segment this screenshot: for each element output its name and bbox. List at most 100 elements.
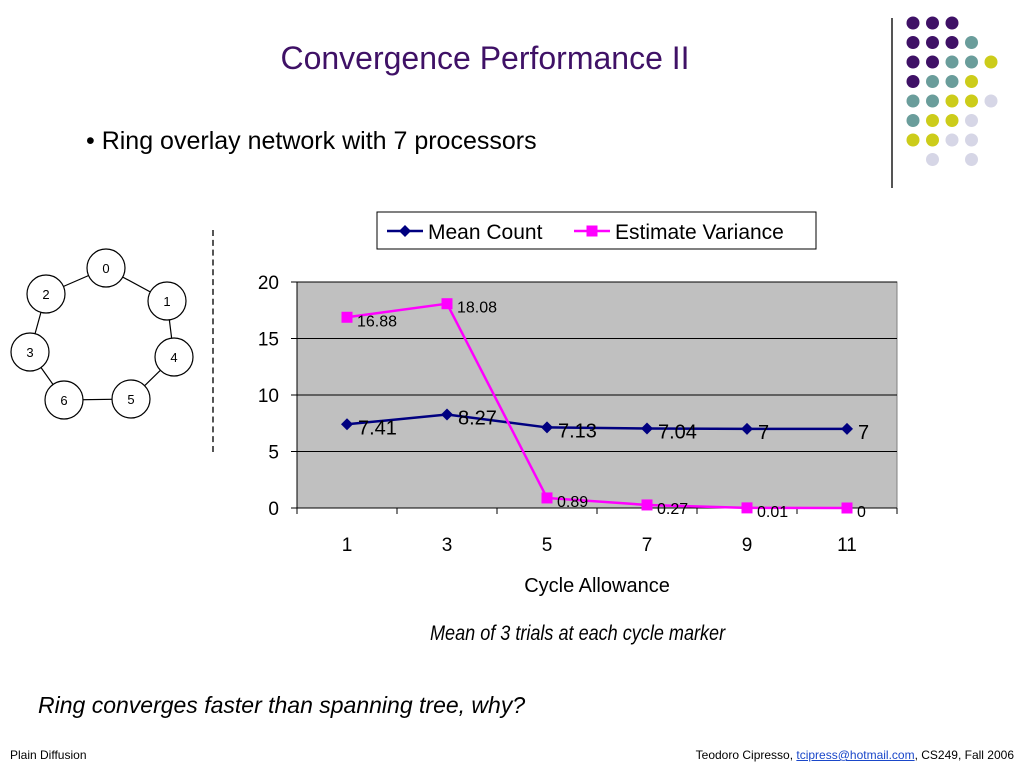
decorative-dot	[945, 114, 959, 127]
footer-topic: Plain Diffusion	[10, 748, 87, 762]
x-tick-label: 11	[837, 535, 857, 556]
legend-marker	[399, 225, 411, 237]
series-line	[346, 302, 848, 510]
x-tick-label: 7	[642, 535, 653, 556]
x-tick-label: 1	[342, 535, 353, 556]
footer-email-link[interactable]: tcipress@hotmail.com	[796, 748, 915, 762]
decorative-dot	[945, 133, 959, 147]
estimate-variance-point	[541, 492, 553, 504]
ring-node	[44, 380, 84, 420]
mean-count-label: 7.13	[558, 420, 597, 442]
estimate-variance-point	[641, 499, 653, 511]
decorative-dot	[965, 153, 978, 166]
decorative-dot	[906, 16, 920, 30]
mean-count-label: 7	[858, 422, 869, 444]
mean-count-point	[741, 422, 753, 435]
question-text: Ring converges faster than spanning tree…	[38, 692, 526, 718]
legend-label: Estimate Variance	[615, 221, 784, 244]
decorative-divider	[891, 18, 893, 188]
y-tick-label: 20	[258, 273, 279, 294]
footer-author: Teodoro Cipresso,	[695, 748, 797, 762]
decorative-dot	[965, 36, 978, 49]
decorative-dot	[965, 133, 978, 147]
mean-count-point	[441, 408, 453, 421]
decorative-dot	[906, 114, 920, 127]
chart-caption: Mean of 3 trials at each cycle marker	[430, 622, 726, 645]
y-tick-label: 0	[268, 499, 279, 520]
decorative-dot	[926, 114, 939, 127]
ring-node	[10, 332, 50, 372]
y-tick-label: 5	[268, 443, 279, 464]
ring-node-label: 3	[26, 345, 33, 360]
mean-count-label: 7.41	[358, 417, 397, 439]
convergence-line-chart: 0 5 10 15 20 1 3 5 7 9 11 Cycle Allowance 7.41 8.27 7.…	[258, 211, 898, 597]
decorative-dot	[926, 94, 939, 108]
y-tick-label: 15	[258, 330, 279, 351]
y-tick-label: 10	[258, 386, 279, 407]
ring-node-label: 1	[163, 294, 170, 309]
mean-count-label: 7.04	[658, 421, 697, 443]
mean-count-point	[541, 421, 553, 434]
estimate-variance-point	[341, 311, 353, 323]
decorative-dot	[945, 36, 959, 49]
legend-marker	[586, 225, 598, 237]
ring-node-label: 0	[102, 261, 109, 276]
estimate-variance-label: 0.89	[557, 494, 588, 511]
decorative-dot	[906, 36, 920, 49]
decorative-dot	[984, 94, 998, 108]
ring-node	[111, 379, 151, 419]
mean-count-label: 8.27	[458, 408, 497, 430]
slide-title: Convergence Performance II	[280, 40, 690, 76]
decorative-dot-grid	[906, 16, 998, 166]
legend: Mean Count Estimate Variance	[376, 211, 817, 250]
decorative-dot	[945, 55, 959, 69]
mean-count-label: 7	[758, 422, 769, 444]
legend-label: Mean Count	[428, 221, 543, 244]
estimate-variance-label: 0.01	[757, 504, 788, 521]
x-axis-title: Cycle Allowance	[524, 575, 670, 597]
x-tick-label: 5	[542, 535, 553, 556]
decorative-dot	[965, 75, 978, 88]
x-tick-label: 3	[442, 535, 453, 556]
decorative-dot	[906, 75, 920, 88]
ring-node-label: 6	[60, 393, 67, 408]
ring-node	[154, 337, 194, 377]
mean-count-point	[641, 422, 653, 435]
bullet-point: • Ring overlay network with 7 processors	[86, 127, 537, 155]
footer-course: , CS249, Fall 2006	[914, 748, 1014, 762]
estimate-variance-point	[741, 502, 753, 514]
decorative-dot	[965, 114, 978, 127]
estimate-variance-point	[841, 502, 853, 514]
ring-node	[26, 274, 66, 314]
estimate-variance-point	[441, 298, 453, 310]
decorative-dot	[926, 36, 939, 49]
estimate-variance-label: 0.27	[657, 501, 688, 518]
ring-node-label: 4	[170, 350, 177, 365]
ring-node-label: 2	[42, 287, 49, 302]
mean-count-point	[841, 422, 853, 435]
decorative-dot	[926, 153, 939, 166]
decorative-dot	[965, 55, 978, 69]
estimate-variance-label: 0	[857, 504, 866, 521]
estimate-variance-label: 16.88	[357, 313, 397, 330]
series-line	[346, 413, 847, 431]
decorative-dot	[906, 94, 920, 108]
decorative-dot	[945, 16, 959, 30]
decorative-dot	[926, 133, 939, 147]
decorative-dot	[926, 75, 939, 88]
estimate-variance-label: 18.08	[457, 300, 497, 317]
ring-network-diagram: 0 1 4 5 6 3 2	[10, 248, 194, 420]
decorative-dot	[984, 55, 998, 69]
ring-node	[86, 248, 126, 288]
decorative-dot	[906, 55, 920, 69]
mean-count-point	[341, 418, 353, 431]
ring-node-label: 5	[127, 392, 134, 407]
decorative-dot	[945, 94, 959, 108]
decorative-dot	[906, 133, 920, 147]
decorative-dot	[965, 94, 978, 108]
decorative-dot	[926, 16, 939, 30]
decorative-dot	[926, 55, 939, 69]
footer-credit: Teodoro Cipresso, tcipress@hotmail.com, …	[696, 748, 1014, 762]
x-tick-label: 9	[742, 535, 753, 556]
decorative-dot	[945, 75, 959, 88]
